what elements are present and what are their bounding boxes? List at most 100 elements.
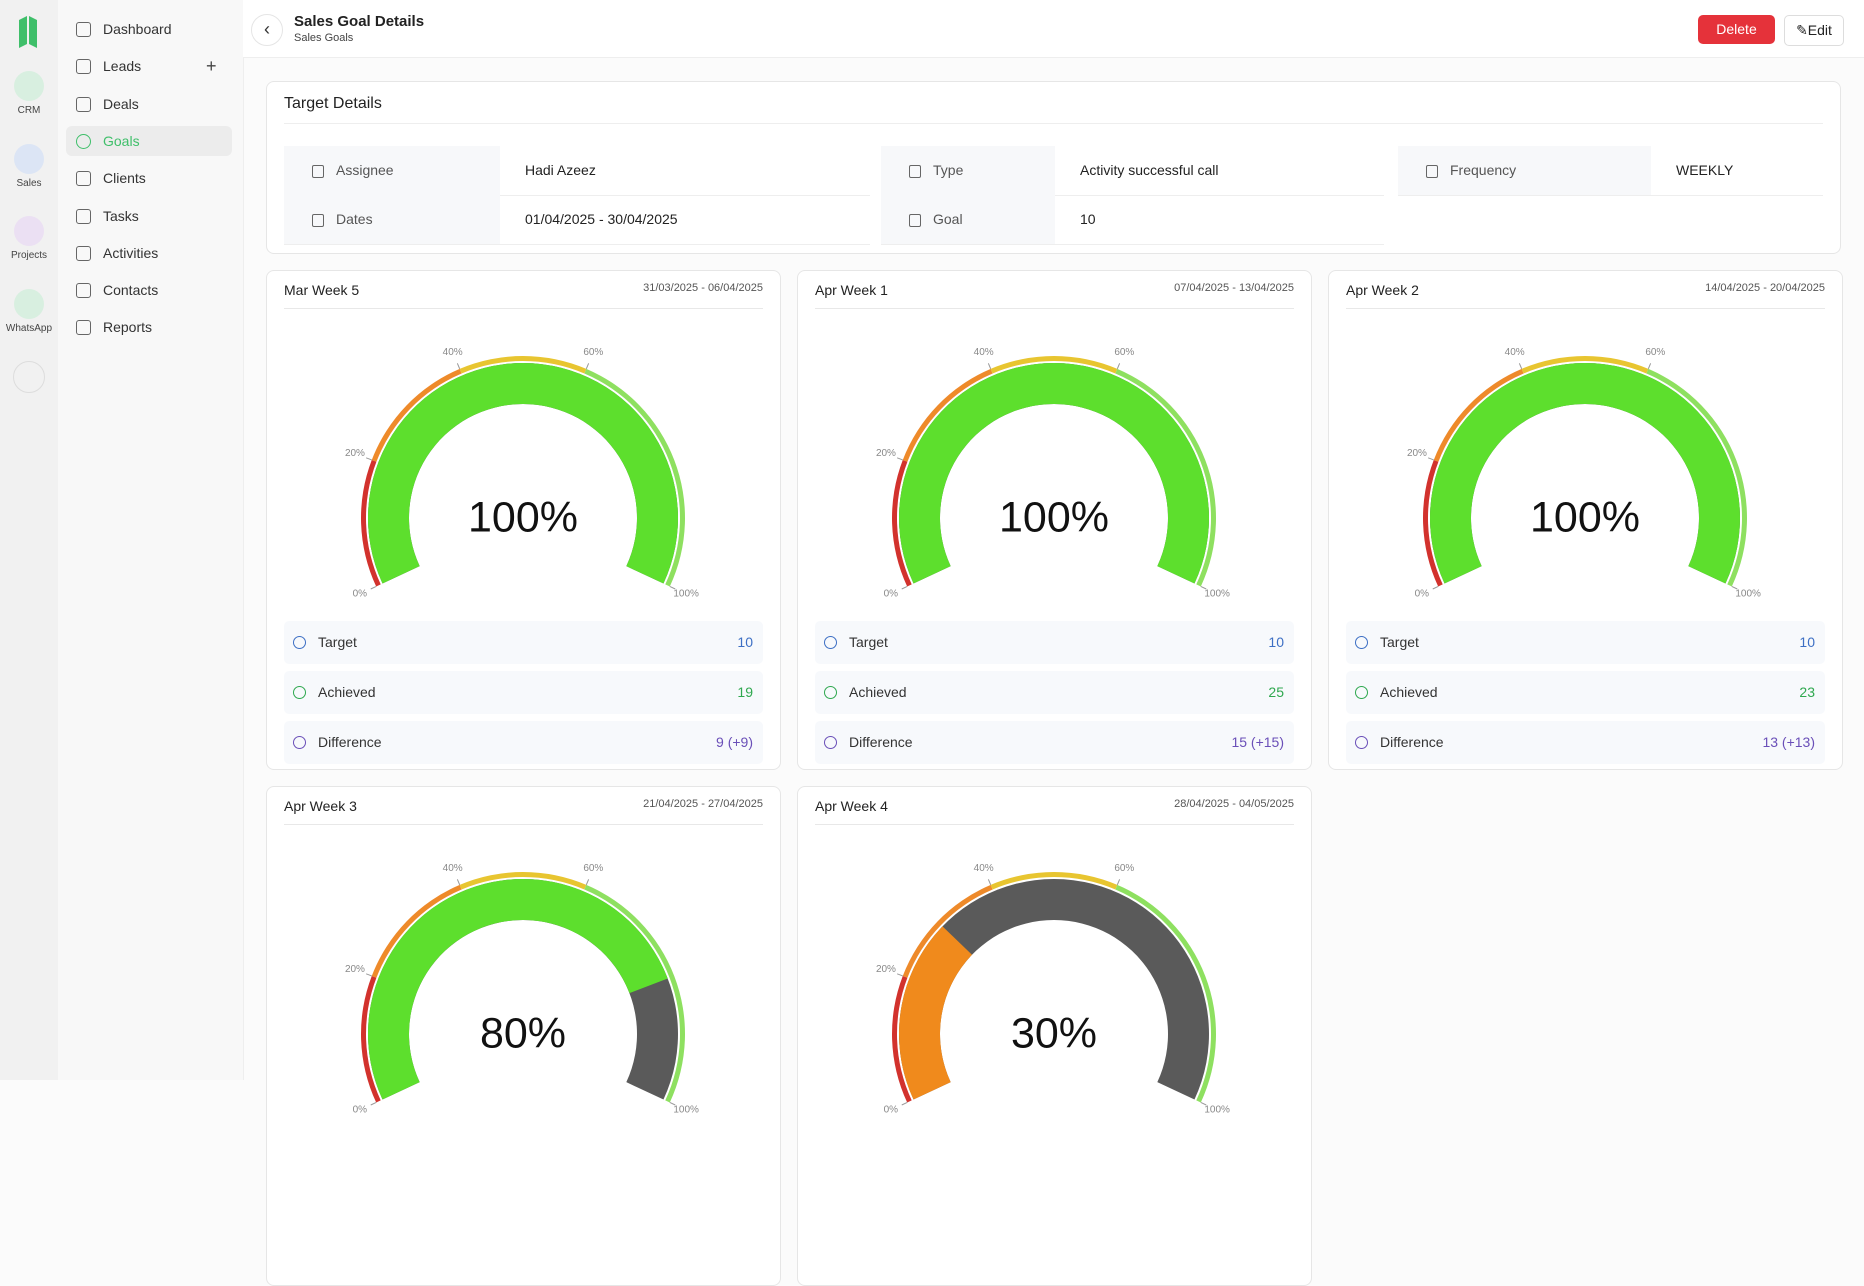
field-value-cell: 01/04/2025 - 30/04/2025	[500, 195, 870, 245]
field-label-cell: Type	[881, 146, 1055, 196]
gauge-tick	[1731, 586, 1738, 590]
nav-item[interactable]: Dashboard	[66, 14, 232, 44]
week-dates: 14/04/2025 - 20/04/2025	[1705, 282, 1825, 294]
gauge-value: 100%	[1530, 493, 1640, 541]
gauge-tick	[585, 879, 590, 886]
stat-value: 19	[737, 684, 753, 700]
rail-item[interactable]: Sales	[0, 143, 58, 189]
nav-item[interactable]: Activities	[66, 238, 232, 268]
gauge-band	[584, 368, 685, 587]
nav-label: Reports	[103, 319, 153, 336]
gauge-tick-label: 40%	[974, 347, 994, 358]
field-value-cell: Hadi Azeez	[500, 146, 870, 196]
gauge-fill	[368, 363, 678, 584]
stat-label: Difference	[1380, 734, 1444, 750]
stat-row: Target 10	[284, 621, 763, 664]
gauge-tick-label: 0%	[1415, 589, 1430, 600]
sidebar: Dashboard Leads + Deals Goals Clients Tasks Act…	[58, 0, 244, 1080]
nav-icon	[76, 171, 91, 187]
week-name: Apr Week 1	[815, 282, 888, 298]
gauge: 0% 20% 40% 60% 100% 100%	[1407, 347, 1761, 600]
week-name: Apr Week 3	[284, 798, 357, 814]
field-icon	[1426, 164, 1438, 178]
rail-icon	[14, 71, 44, 101]
field-label-cell: Assignee	[284, 146, 500, 196]
stat-icon	[293, 736, 306, 749]
stat-row: Achieved 19	[284, 671, 763, 714]
gauge-value: 80%	[480, 1009, 566, 1057]
stat-icon	[824, 736, 837, 749]
gauge-tick-label: 100%	[673, 1105, 699, 1116]
gauge-tick	[370, 586, 377, 590]
nav-item[interactable]: Contacts	[66, 275, 232, 305]
rail-item[interactable]: WhatsApp	[0, 288, 58, 334]
stat-row: Achieved 25	[815, 671, 1294, 714]
gauge-band	[892, 975, 912, 1103]
week-name: Mar Week 5	[284, 282, 360, 298]
gauge-fill	[899, 363, 1209, 584]
stat-row: Achieved 23	[1346, 671, 1825, 714]
stat-label: Target	[318, 634, 357, 650]
gauge: 0% 20% 40% 60% 100% 100%	[876, 347, 1230, 600]
stat-value: 23	[1799, 684, 1815, 700]
gauge-band	[459, 872, 587, 890]
gauge-tick-label: 0%	[353, 589, 368, 600]
nav-icon	[76, 320, 91, 336]
gauge-tick	[365, 457, 372, 461]
nav-item[interactable]: Reports	[66, 312, 232, 342]
field-value: Hadi Azeez	[525, 162, 596, 178]
gauge-tick	[896, 457, 903, 461]
stat-value: 10	[1799, 634, 1815, 650]
gauge-tick	[456, 879, 461, 886]
stat-label: Target	[1380, 634, 1419, 650]
field-label: Assignee	[336, 162, 394, 178]
nav-item[interactable]: Tasks	[66, 201, 232, 231]
gauge-tick	[1200, 586, 1207, 590]
nav-icon	[76, 96, 91, 112]
nav-item[interactable]: Deals	[66, 89, 232, 119]
add-icon[interactable]: +	[206, 56, 217, 77]
field-label: Goal	[933, 211, 963, 227]
edit-label: Edit	[1807, 22, 1832, 38]
stat-row: Difference 9 (+9)	[284, 721, 763, 764]
stat-value: 15 (+15)	[1231, 734, 1284, 750]
divider	[815, 824, 1294, 825]
stat-value: 25	[1268, 684, 1284, 700]
field-icon	[909, 213, 921, 227]
gauge-tick	[896, 973, 903, 977]
gauge-tick-label: 60%	[583, 347, 603, 358]
gauge-band	[459, 356, 587, 374]
back-button[interactable]: ‹	[251, 14, 283, 46]
rail-label: CRM	[17, 105, 41, 116]
edit-button[interactable]: ✎Edit	[1784, 15, 1844, 46]
gauge-tick	[669, 586, 676, 590]
rail-item[interactable]: CRM	[0, 71, 58, 116]
stat-value: 10	[1268, 634, 1284, 650]
nav-item[interactable]: Goals	[66, 125, 232, 156]
nav-item[interactable]: Leads +	[66, 51, 232, 81]
rail-item[interactable]: Projects	[0, 216, 58, 261]
stat-label: Achieved	[318, 684, 376, 700]
delete-button[interactable]: Delete	[1698, 15, 1775, 44]
stat-icon	[824, 636, 837, 649]
field-label: Type	[933, 162, 964, 178]
gauge-tick-label: 60%	[1114, 347, 1134, 358]
stat-icon	[824, 686, 837, 699]
nav-label: Leads	[103, 58, 142, 75]
gauge-fill	[899, 926, 972, 1100]
gauge-tick-label: 40%	[974, 863, 994, 874]
rail-icon	[14, 143, 44, 174]
gauge-band	[990, 356, 1118, 374]
stat-row: Target 10	[815, 621, 1294, 664]
field-value: 10	[1080, 211, 1096, 227]
divider	[815, 308, 1294, 309]
gauge-tick-label: 100%	[1204, 589, 1230, 600]
stat-label: Target	[849, 634, 888, 650]
gauge-tick	[901, 586, 908, 590]
divider	[284, 308, 763, 309]
nav-icon	[76, 245, 91, 261]
field-icon	[909, 164, 921, 178]
stat-label: Achieved	[1380, 684, 1438, 700]
nav-item[interactable]: Clients	[66, 163, 232, 193]
field-value: Activity successful call	[1080, 162, 1219, 178]
